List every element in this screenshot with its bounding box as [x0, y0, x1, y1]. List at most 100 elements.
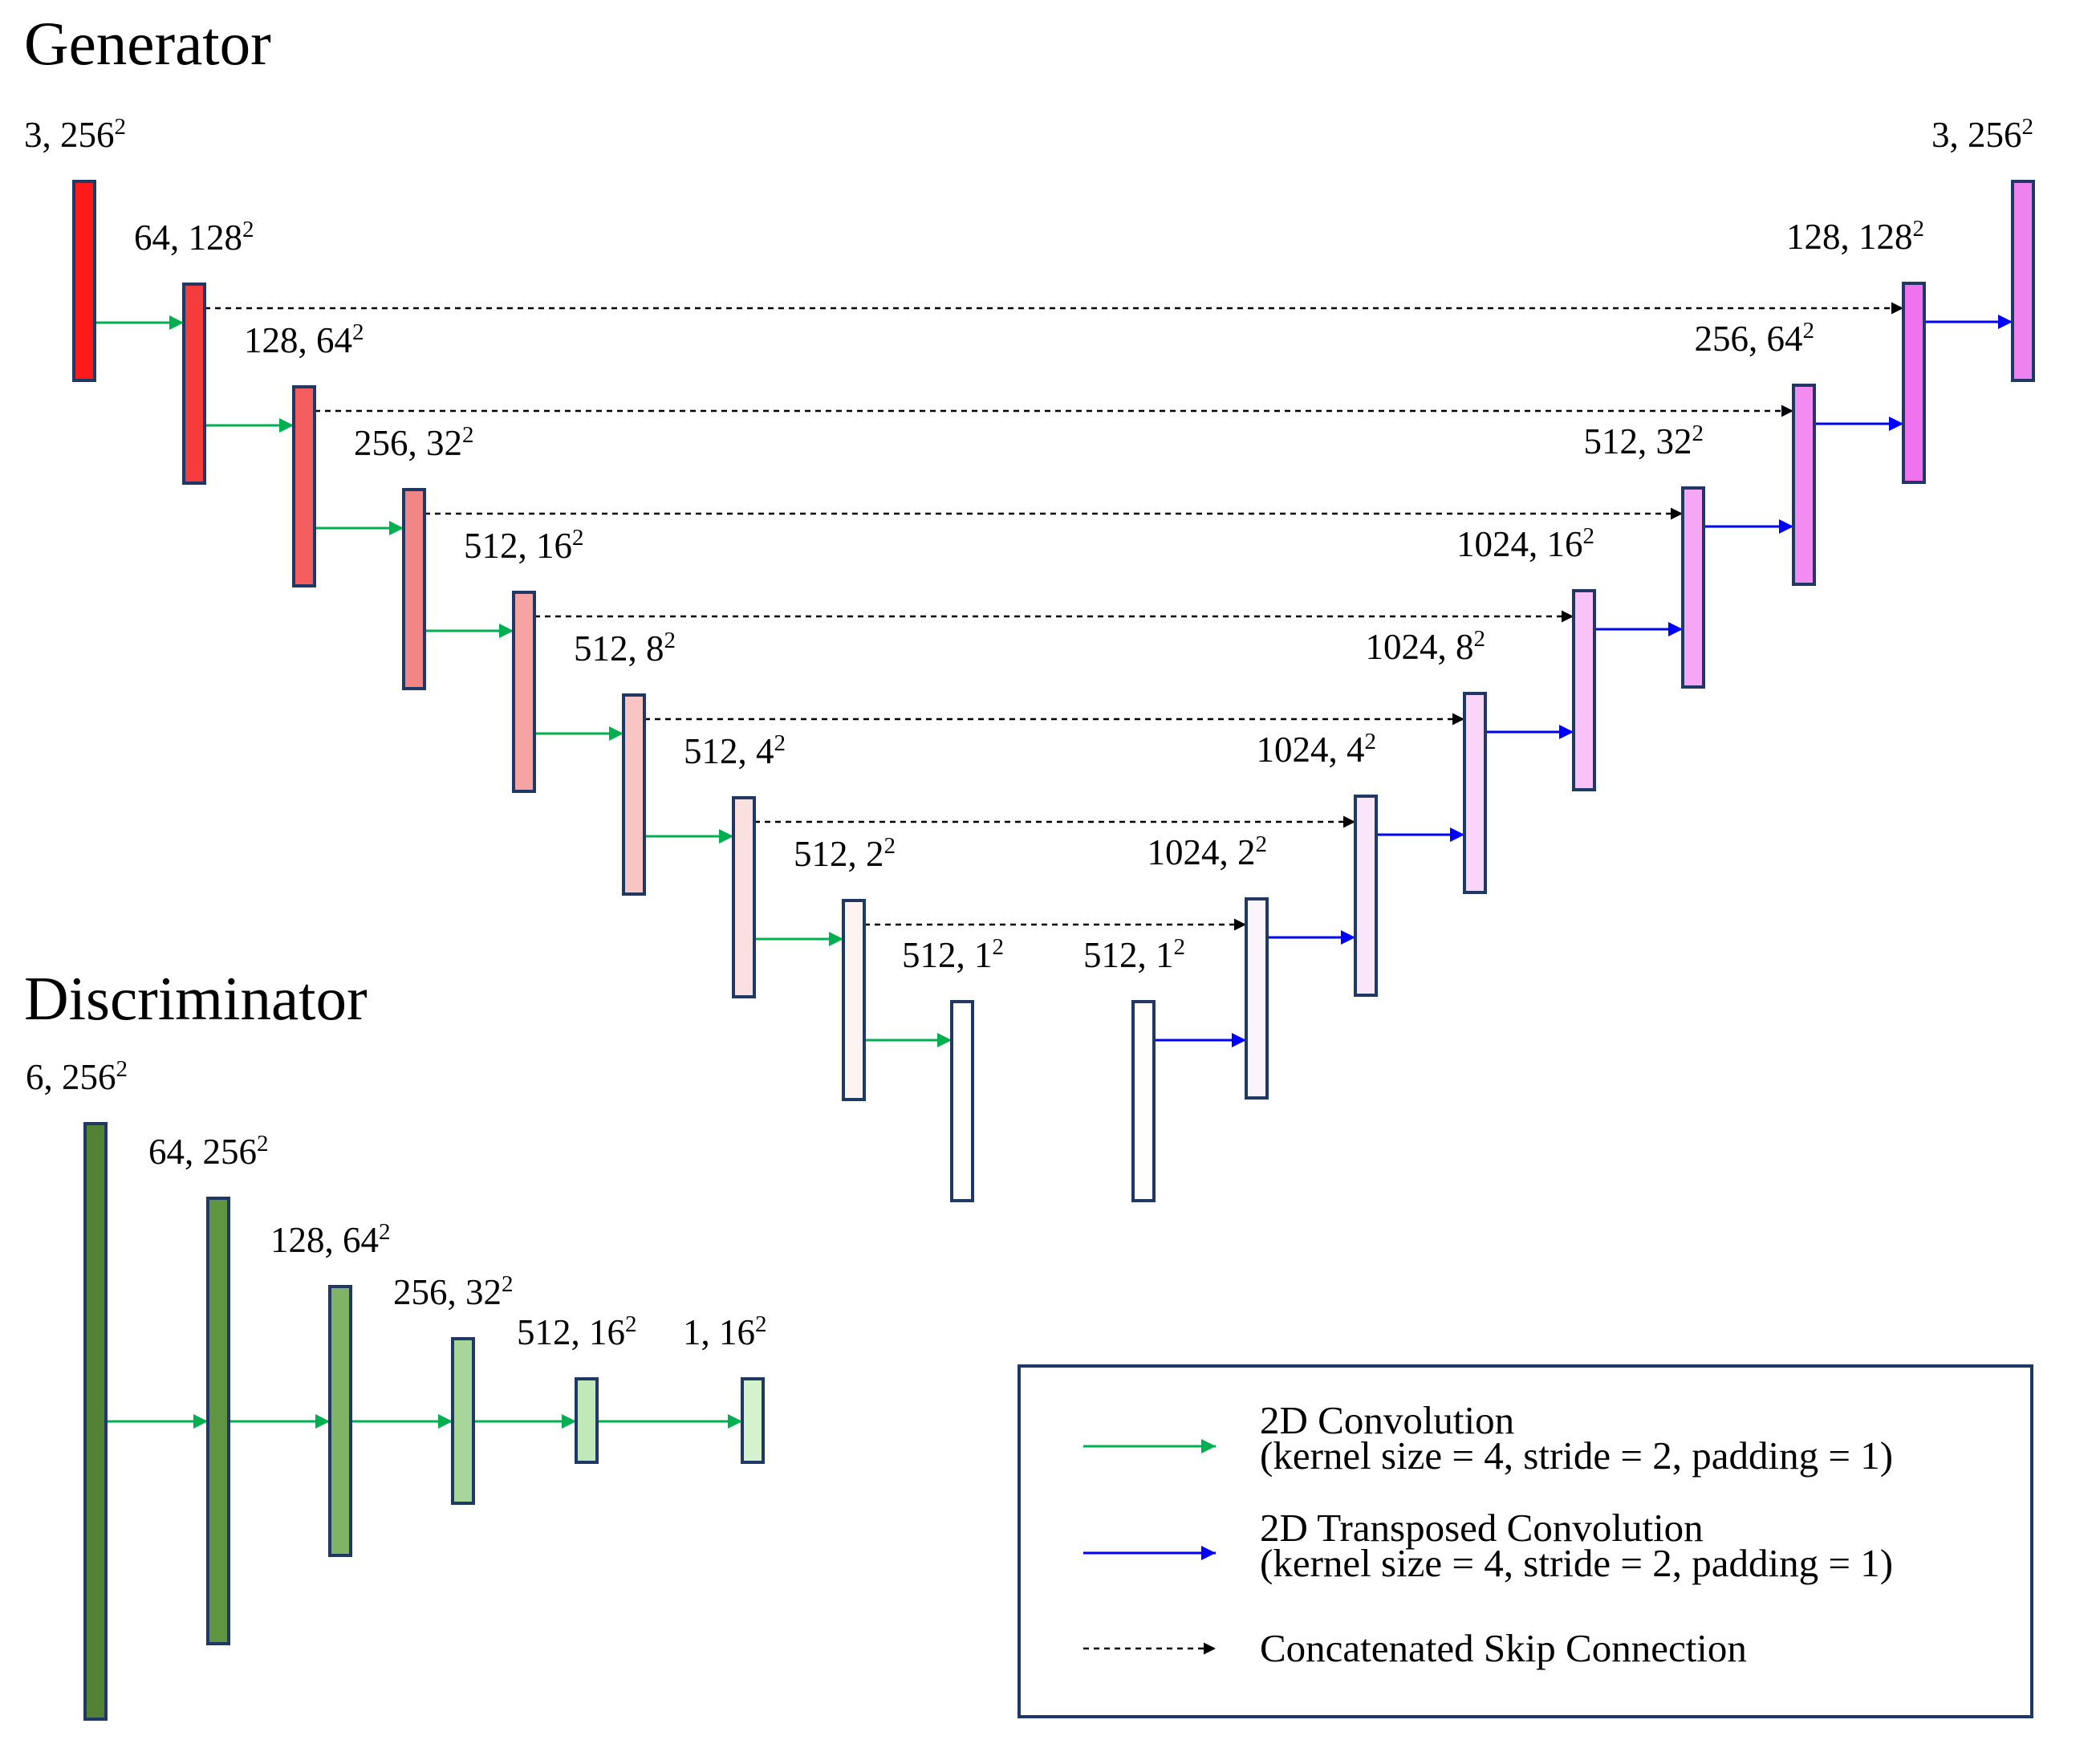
decoder-label-3: 1024, 82	[1366, 626, 1486, 667]
disc-label-3-superscript: 2	[502, 1271, 514, 1297]
decoder-label-8-superscript: 2	[2022, 114, 2034, 140]
encoder-block-1	[182, 283, 206, 485]
encoder-block-3	[402, 488, 426, 690]
decoder-label-5-text: 512, 32	[1584, 421, 1692, 461]
legend: 2D Convolution (kernel size = 4, stride …	[1018, 1364, 2033, 1718]
decoder-label-0-text: 512, 1	[1083, 935, 1174, 975]
decoder-block-4	[1572, 589, 1596, 791]
encoder-label-8-superscript: 2	[993, 934, 1005, 960]
decoder-block-3	[1463, 692, 1487, 894]
decoder-label-2: 1024, 42	[1257, 729, 1377, 770]
disc-block-3	[451, 1337, 475, 1505]
decoder-label-8: 3, 2562	[1931, 114, 2033, 155]
decoder-label-7-superscript: 2	[1913, 216, 1925, 242]
decoder-label-0-superscript: 2	[1174, 934, 1186, 960]
encoder-label-1-superscript: 2	[242, 217, 254, 242]
encoder-label-4: 512, 162	[464, 525, 584, 566]
decoder-label-0: 512, 12	[1083, 934, 1185, 975]
encoder-label-8-text: 512, 1	[902, 935, 993, 975]
decoder-label-4: 1024, 162	[1456, 523, 1594, 564]
disc-label-2-superscript: 2	[379, 1219, 391, 1245]
generator-title: Generator	[24, 9, 271, 78]
skip-connections	[205, 302, 1903, 931]
disc-label-2: 128, 642	[270, 1219, 391, 1260]
disc-label-4: 512, 162	[517, 1311, 637, 1352]
encoder-label-5-text: 512, 8	[574, 628, 664, 669]
encoder-label-6-superscript: 2	[774, 730, 786, 756]
disc-label-2-text: 128, 64	[270, 1220, 379, 1260]
decoder-label-4-superscript: 2	[1583, 523, 1595, 549]
encoder-block-7	[842, 899, 866, 1101]
disc-block-1	[206, 1197, 230, 1645]
disc-label-0-superscript: 2	[116, 1056, 128, 1082]
decoder-label-1-superscript: 2	[1256, 831, 1268, 857]
encoder-label-6: 512, 42	[684, 730, 786, 771]
feature-map-blocks	[72, 180, 2035, 1721]
decoder-label-6: 256, 642	[1695, 318, 1815, 359]
decoder-label-6-superscript: 2	[1803, 318, 1815, 344]
encoder-label-0-text: 3, 256	[24, 115, 115, 155]
decoder-label-5-superscript: 2	[1692, 421, 1704, 446]
encoder-label-6-text: 512, 4	[684, 731, 774, 771]
encoder-label-8: 512, 12	[902, 934, 1004, 975]
decoder-block-5	[1681, 486, 1705, 689]
encoder-label-7-text: 512, 2	[794, 834, 884, 874]
decoder-label-3-text: 1024, 8	[1366, 627, 1474, 667]
encoder-label-7: 512, 22	[794, 833, 896, 874]
decoder-label-1-text: 1024, 2	[1147, 832, 1256, 872]
decoder-block-8	[2011, 180, 2035, 382]
disc-label-5-superscript: 2	[755, 1311, 767, 1337]
disc-label-0-text: 6, 256	[26, 1057, 116, 1097]
decoder-block-0	[1131, 1000, 1156, 1202]
encoder-label-3: 256, 322	[354, 422, 474, 463]
legend-tconv-title: 2D Transposed Convolution	[1260, 1506, 1704, 1550]
encoder-label-4-text: 512, 16	[464, 526, 572, 566]
legend-tconv-params: (kernel size = 4, stride = 2, padding = …	[1260, 1541, 1893, 1585]
disc-label-4-superscript: 2	[625, 1311, 637, 1337]
decoder-block-6	[1792, 384, 1816, 586]
disc-label-0: 6, 2562	[26, 1056, 128, 1097]
encoder-block-8	[950, 1000, 974, 1202]
encoder-block-2	[292, 385, 316, 587]
encoder-label-1: 64, 1282	[134, 217, 254, 258]
decoder-label-1: 1024, 22	[1147, 831, 1268, 872]
encoder-block-6	[732, 796, 756, 998]
encoder-label-5-superscript: 2	[664, 628, 676, 653]
decoder-block-1	[1245, 897, 1269, 1100]
layer-arrows	[95, 315, 2013, 1429]
decoder-label-7-text: 128, 128	[1786, 217, 1913, 257]
disc-block-5	[741, 1377, 765, 1464]
decoder-label-2-text: 1024, 4	[1257, 730, 1365, 770]
decoder-label-5: 512, 322	[1584, 421, 1704, 461]
decoder-label-6-text: 256, 64	[1695, 319, 1803, 359]
encoder-label-2: 128, 642	[244, 319, 364, 360]
disc-label-5: 1, 162	[683, 1311, 767, 1352]
decoder-label-2-superscript: 2	[1365, 729, 1377, 754]
disc-block-4	[575, 1377, 599, 1464]
disc-label-5-text: 1, 16	[683, 1312, 755, 1352]
encoder-label-2-text: 128, 64	[244, 320, 352, 360]
decoder-label-4-text: 1024, 16	[1456, 524, 1583, 564]
encoder-label-7-superscript: 2	[884, 833, 896, 859]
legend-conv-params: (kernel size = 4, stride = 2, padding = …	[1260, 1433, 1893, 1478]
encoder-label-3-text: 256, 32	[354, 423, 462, 463]
encoder-label-0-superscript: 2	[115, 114, 127, 140]
decoder-label-3-superscript: 2	[1474, 626, 1486, 652]
encoder-block-0	[72, 180, 96, 382]
disc-block-2	[328, 1285, 352, 1557]
encoder-label-1-text: 64, 128	[134, 218, 242, 258]
encoder-label-0: 3, 2562	[24, 114, 126, 155]
encoder-label-3-superscript: 2	[462, 422, 474, 448]
disc-label-3-text: 256, 32	[393, 1272, 502, 1312]
disc-label-1: 64, 2562	[148, 1131, 269, 1172]
disc-block-0	[83, 1122, 108, 1721]
encoder-label-2-superscript: 2	[352, 319, 364, 345]
decoder-label-8-text: 3, 256	[1931, 115, 2022, 155]
legend-conv-title: 2D Convolution	[1260, 1398, 1514, 1442]
encoder-label-5: 512, 82	[574, 628, 676, 669]
disc-label-1-text: 64, 256	[148, 1132, 257, 1172]
decoder-block-2	[1354, 795, 1378, 997]
